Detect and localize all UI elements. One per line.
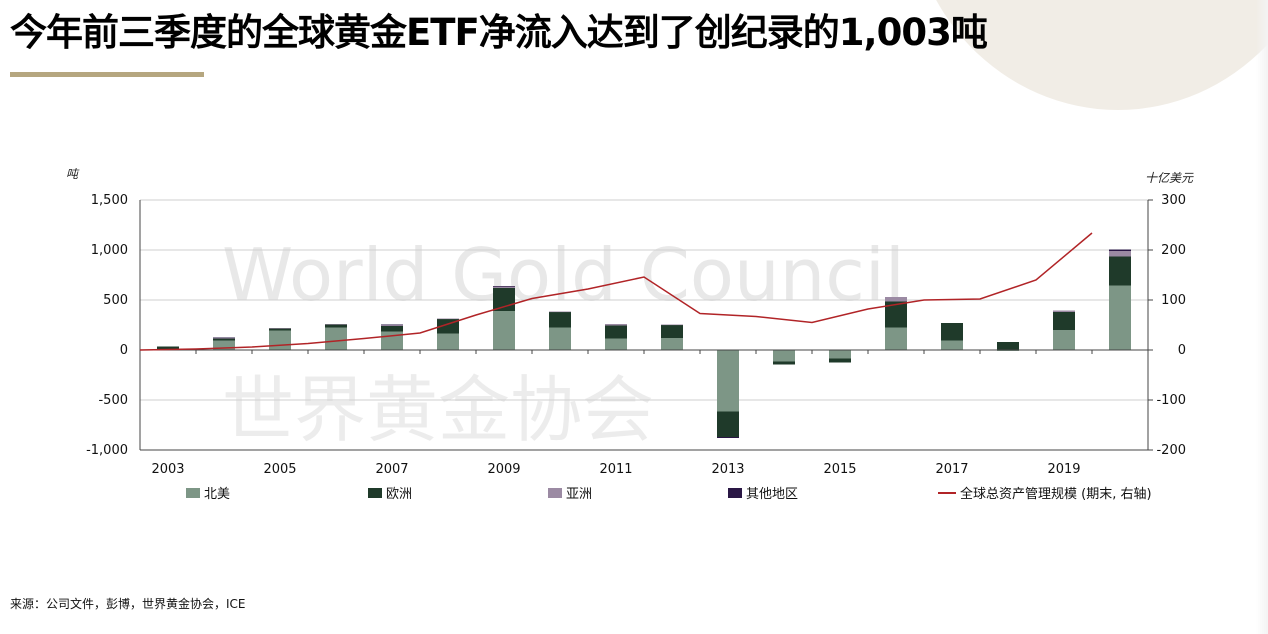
legend-swatch [548, 488, 562, 498]
y-tick-label-left: 1,000 [91, 243, 128, 258]
bar-segment [941, 323, 963, 341]
bar-segment [717, 350, 739, 412]
x-tick-label: 2009 [487, 462, 520, 477]
bar-segment [773, 361, 795, 365]
bar-segment [493, 311, 515, 350]
watermark-zh: 世界黄金协会 [222, 368, 654, 452]
legend-label: 欧洲 [386, 487, 412, 502]
y-tick-label-left: 500 [103, 293, 128, 308]
bars [157, 249, 1131, 438]
watermark-en: World Gold Council [222, 233, 905, 317]
bar-segment [325, 324, 347, 325]
bar-segment [1053, 312, 1075, 330]
bar-segment [549, 311, 571, 313]
bar-segment [549, 312, 571, 328]
bar-segment [773, 350, 795, 362]
bar-segment [717, 411, 739, 437]
bar-segment [213, 338, 235, 339]
watermark: World Gold Council 世界黄金协会 [222, 233, 905, 452]
bar-segment [997, 342, 1019, 350]
bar-segment [1053, 310, 1075, 312]
bar-segment [885, 327, 907, 350]
bar-segment [661, 325, 683, 338]
bar-segment [269, 330, 291, 350]
bar-segment [213, 340, 235, 350]
legend-swatch [186, 488, 200, 498]
page-title: 今年前三季度的全球黄金ETF净流入达到了创纪录的1,003吨 [10, 11, 988, 54]
legend-swatch [368, 488, 382, 498]
bar-segment [213, 337, 235, 339]
bar-segment [437, 318, 459, 320]
bar-segment [661, 324, 683, 326]
bar-segment [493, 288, 515, 311]
bar-segment [381, 326, 403, 332]
y-tick-label-left: 1,500 [91, 193, 128, 208]
bar-segment [661, 338, 683, 350]
title-underline [10, 72, 204, 77]
y-tick-label-right: 100 [1161, 293, 1186, 308]
y-tick-label-right: 0 [1178, 343, 1186, 358]
bar-segment [829, 350, 851, 359]
legend: 北美 欧洲 亚洲 其他地区 全球总资产管理规模 (期末, 右轴) [186, 486, 1152, 502]
y-tick-label-right: -100 [1156, 393, 1186, 408]
legend-label: 全球总资产管理规模 (期末, 右轴) [960, 486, 1152, 502]
y-tick-label-left: 0 [120, 343, 128, 358]
bar-segment [213, 338, 235, 341]
x-tick-label: 2015 [823, 462, 856, 477]
source-note: 来源：公司文件，彭博，世界黄金协会，ICE [10, 597, 246, 611]
bar-segment [269, 328, 291, 331]
legend-label: 亚洲 [566, 487, 592, 502]
bar-segment [605, 338, 627, 350]
bar-segment [437, 333, 459, 350]
bar-segment [605, 325, 627, 339]
y-tick-label-right: -200 [1156, 443, 1186, 458]
bar-segment [325, 327, 347, 350]
bar-segment [885, 301, 907, 328]
bar-segment [1109, 251, 1131, 257]
y-tick-label-left: -500 [98, 393, 128, 408]
x-tick-label: 2019 [1047, 462, 1080, 477]
bar-segment [1109, 285, 1131, 350]
bar-segment [829, 358, 851, 363]
bar-segment [605, 324, 627, 326]
bar-segment [1053, 330, 1075, 350]
bar-segment [325, 324, 347, 328]
bar-segment [1109, 249, 1131, 251]
x-tick-label: 2005 [263, 462, 296, 477]
y-tick-label-left: -1,000 [86, 443, 128, 458]
bar-segment [381, 324, 403, 326]
x-tick-label: 2013 [711, 462, 744, 477]
legend-swatch [728, 488, 742, 498]
bar-segment [269, 328, 291, 329]
x-tick-label: 2003 [151, 462, 184, 477]
bar-segment [941, 340, 963, 350]
axes: -1,000-50005001,0001,500-200-10001002003… [86, 193, 1186, 477]
bar-segment [885, 297, 907, 302]
x-tick-label: 2007 [375, 462, 408, 477]
bar-segment [493, 286, 515, 288]
bar-segment [549, 327, 571, 350]
x-tick-label: 2011 [599, 462, 632, 477]
bar-segment [157, 346, 179, 349]
bar-segment [381, 325, 403, 326]
legend-label: 北美 [204, 487, 230, 502]
right-axis-unit: 十亿美元 [1145, 171, 1194, 185]
y-tick-label-right: 200 [1161, 243, 1186, 258]
bar-segment [493, 286, 515, 287]
left-axis-unit: 吨 [66, 167, 80, 181]
aum-line-layer [139, 232, 1093, 351]
bar-segment [717, 437, 739, 438]
legend-label: 其他地区 [746, 487, 798, 502]
y-tick-label-right: 300 [1161, 193, 1186, 208]
x-tick-label: 2017 [935, 462, 968, 477]
aum-line [139, 232, 1093, 351]
right-edge-shade [1256, 0, 1268, 634]
bar-segment [1109, 256, 1131, 286]
